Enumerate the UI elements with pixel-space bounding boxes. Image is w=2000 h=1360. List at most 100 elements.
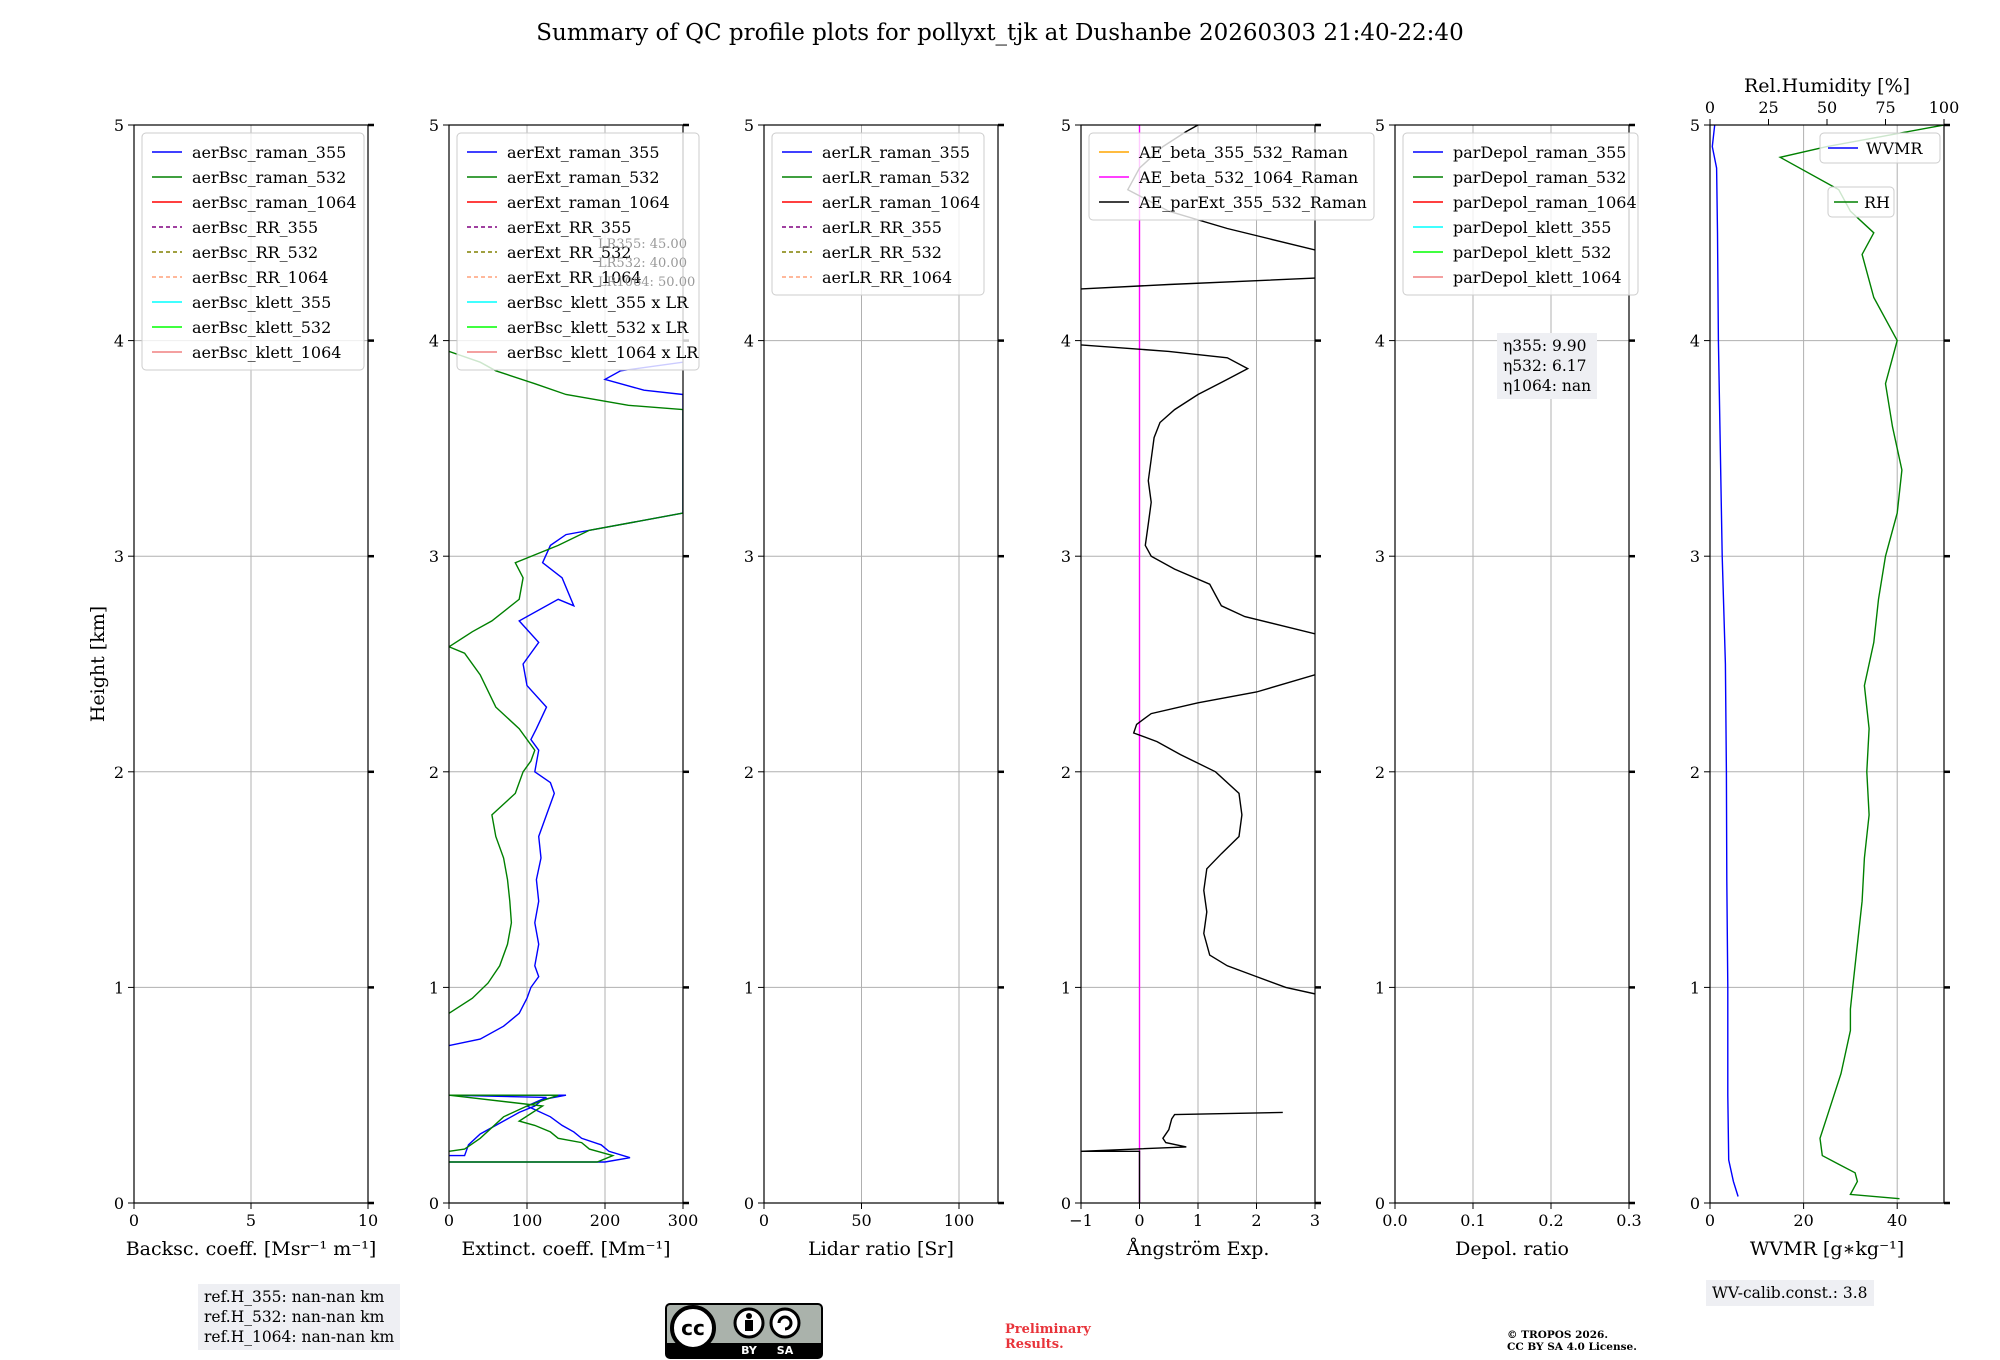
axes-frame: [763, 124, 999, 1204]
eta-355: η355: 9.90: [1503, 337, 1587, 355]
x-tick-label: 200: [590, 1211, 621, 1230]
cc-text: cc: [681, 1316, 705, 1340]
y-tick-label: 2: [1375, 763, 1385, 782]
legend-label: parDepol_raman_355: [1453, 143, 1626, 162]
y-tick-label: 0: [1061, 1194, 1071, 1213]
legend-label: aerExt_raman_532: [507, 168, 660, 187]
x-tick-label: 1: [1193, 1211, 1203, 1230]
x-tick-label: 0: [1134, 1211, 1144, 1230]
legend-label: AE_beta_355_532_Raman: [1138, 143, 1348, 162]
series-line-aerExt_raman_355: [449, 1094, 631, 1163]
y-tick-label: 1: [1061, 978, 1071, 997]
legend-label: aerBsc_klett_355 x LR: [507, 293, 689, 312]
legend-label: aerBsc_klett_1064 x LR: [507, 343, 699, 362]
legend-label: parDepol_klett_355: [1453, 218, 1611, 237]
y-tick-label: 2: [429, 763, 439, 782]
x-axis-label: Backsc. coeff. [Msr⁻¹ m⁻¹]: [126, 1238, 377, 1260]
y-tick-label: 1: [1690, 978, 1700, 997]
y-tick-label: 3: [114, 547, 124, 566]
legend-label: aerLR_raman_1064: [822, 193, 980, 212]
x-tick-label: 0.3: [1616, 1211, 1641, 1230]
legend-label: aerBsc_RR_1064: [192, 268, 328, 287]
x-axis-label: Ångström Exp.: [1126, 1238, 1270, 1260]
legend-label: aerBsc_RR_355: [192, 218, 318, 237]
series-line-AE_parExt_355_532_Raman_top: [1081, 277, 1315, 290]
series-line-aerExt_raman_532: [449, 1094, 615, 1163]
y-tick-label: 4: [744, 332, 754, 351]
legend-frame: [1402, 132, 1639, 296]
x-tick-label: 20: [1793, 1211, 1813, 1230]
figure-title: Summary of QC profile plots for pollyxt_…: [536, 20, 1464, 46]
axes-backscatter: 0 1 2 3 4 5 0 5 10 Backsc. coeff. [Msr⁻¹ m⁻¹] aerB…: [114, 116, 378, 1260]
share-alike-icon: [769, 1307, 801, 1339]
x-tick-label: 2: [1251, 1211, 1261, 1230]
legend-label: parDepol_klett_1064: [1453, 268, 1622, 287]
x-tick-label: 0: [1705, 1211, 1715, 1230]
x-tick-label: 10: [358, 1211, 378, 1230]
legend-label: aerLR_raman_355: [822, 143, 970, 162]
series-line-AE_parExt_355_532_Raman_mid: [1132, 674, 1315, 995]
y-tick-label: 2: [114, 763, 124, 782]
series-line-RH: [1778, 125, 1944, 1200]
y-tick-label: 5: [1690, 116, 1700, 135]
x-tick-label: 50: [851, 1211, 871, 1230]
legend-label: parDepol_klett_532: [1453, 243, 1611, 262]
y-tick-label: 1: [114, 978, 124, 997]
lidar-ratio-hint: LR1064: 50.00: [598, 275, 695, 290]
preliminary-line-1: Preliminary: [1005, 1322, 1091, 1337]
legend-label: aerBsc_raman_1064: [192, 193, 357, 212]
y-tick-label: 5: [114, 116, 124, 135]
y-tick-label: 5: [1061, 116, 1071, 135]
legend-label: aerExt_RR_532: [507, 243, 631, 262]
x-tick-label: −1: [1069, 1211, 1093, 1230]
legend-box: parDepol_raman_355 parDepol_raman_532 parD…: [1402, 132, 1639, 296]
cc-license-badge[interactable]: cc BY SA: [665, 1303, 823, 1359]
y-tick-label: 0: [114, 1194, 124, 1213]
y-tick-label: 3: [1375, 547, 1385, 566]
x-tick-label: 40: [1887, 1211, 1907, 1230]
legend-frame: [456, 132, 700, 371]
eta-532: η532: 6.17: [1503, 357, 1587, 375]
ref-height-355: ref.H_355: nan-nan km: [204, 1288, 385, 1306]
y-tick-label: 1: [429, 978, 439, 997]
y-tick-label: 4: [429, 332, 439, 351]
axes-frame: [1709, 124, 1945, 1204]
y-tick-label: 3: [1690, 547, 1700, 566]
by-text: BY: [741, 1344, 758, 1357]
legend-label: aerBsc_klett_355: [192, 293, 331, 312]
ref-height-1064: ref.H_1064: nan-nan km: [204, 1328, 395, 1346]
axes-frame: [448, 124, 684, 1204]
x-tick-label: 0: [759, 1211, 769, 1230]
y-tick-label: 5: [1375, 116, 1385, 135]
eta-values-box: η355: 9.90 η532: 6.17 η1064: nan: [1497, 333, 1598, 399]
x-tick-label: 100: [512, 1211, 543, 1230]
legend-label: aerLR_RR_532: [822, 243, 942, 262]
y-tick-label: 0: [1375, 1194, 1385, 1213]
y-tick-label: 2: [1061, 763, 1071, 782]
y-tick-label: 0: [744, 1194, 754, 1213]
x-tick-label: 0.1: [1460, 1211, 1485, 1230]
legend-label: WVMR: [1866, 139, 1923, 158]
legend-label: aerBsc_RR_532: [192, 243, 318, 262]
secondary-x-tick-label: 25: [1758, 98, 1778, 117]
x-tick-label: 0.0: [1382, 1211, 1407, 1230]
y-tick-label: 2: [744, 763, 754, 782]
preliminary-note: Preliminary Results.: [1005, 1322, 1091, 1352]
x-axis-label: Extinct. coeff. [Mm⁻¹]: [461, 1238, 670, 1260]
x-axis-label: Lidar ratio [Sr]: [808, 1238, 954, 1260]
y-tick-label: 2: [1690, 763, 1700, 782]
legend-label: aerBsc_raman_355: [192, 143, 346, 162]
legend-box: aerLR_raman_355 aerLR_raman_532 aerLR_rama…: [771, 132, 985, 296]
y-tick-label: 3: [744, 547, 754, 566]
y-tick-label: 0: [1690, 1194, 1700, 1213]
y-tick-label: 1: [1375, 978, 1385, 997]
legend-frame: [1827, 186, 1895, 218]
eta-1064: η1064: nan: [1503, 377, 1592, 395]
y-tick-label: 4: [1690, 332, 1700, 351]
sa-text: SA: [777, 1344, 794, 1357]
legend-label: aerLR_RR_355: [822, 218, 942, 237]
